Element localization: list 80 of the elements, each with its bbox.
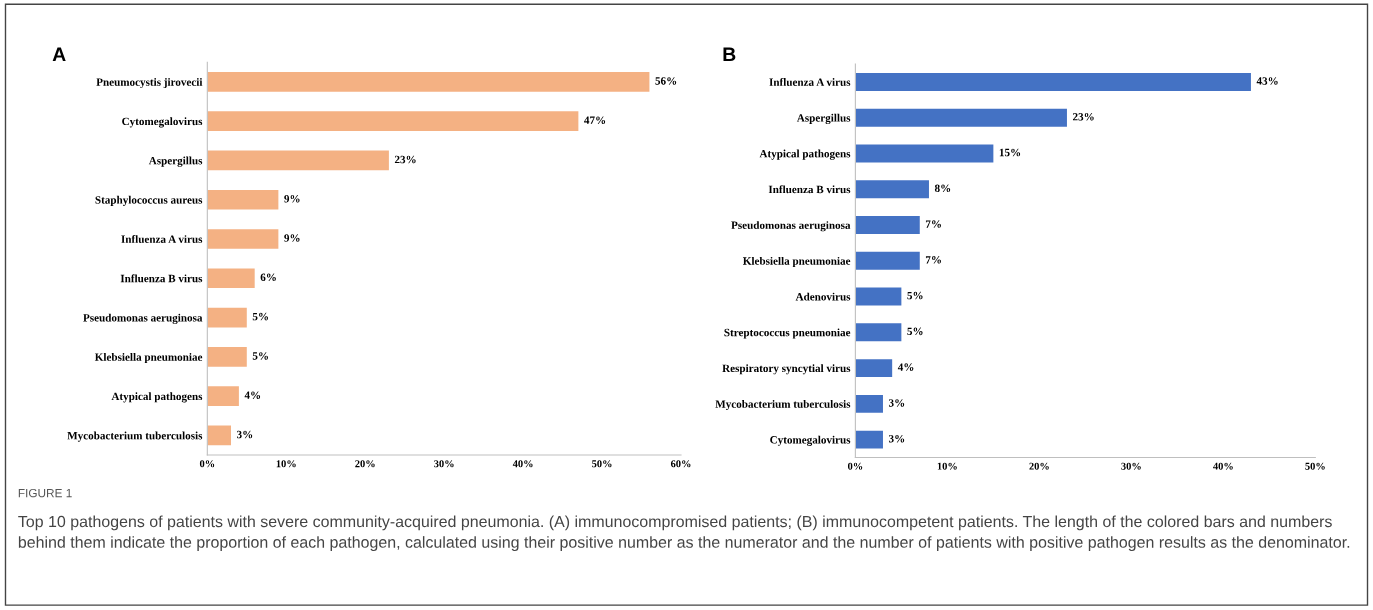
y-tick-label: Klebsiella pneumoniae <box>742 256 851 267</box>
data-label: 7% <box>925 220 941 228</box>
x-tick-label: 20% <box>1029 462 1049 470</box>
data-label: 9% <box>284 234 300 242</box>
data-label: 15% <box>999 148 1021 157</box>
bar <box>855 430 883 449</box>
y-tick-label: Mycobacterium tuberculosis <box>715 399 851 411</box>
y-tick-label: Aspergillus <box>796 113 851 125</box>
chart-title: B <box>723 47 736 61</box>
data-label: 6% <box>260 273 276 282</box>
x-tick-label: 40% <box>512 460 533 468</box>
text: Top 10 pathogens of patients with severe community-acquired pneumonia. (A) immunocompromised patients; (B) immunocompetent patients. The length of the colored bars and numbers behind them indicate the proportion of each pathogen, calculated using their positive number as the numerator and the number of patients with positive pathogen results as the denominator. <box>18 515 1350 552</box>
bar <box>207 268 255 289</box>
y-tick-label: Pseudomonas aeruginosa <box>731 221 851 232</box>
y-tick-label: Mycobacterium tuberculosis <box>67 431 203 442</box>
bar <box>207 189 279 210</box>
data-label: 5% <box>252 312 268 321</box>
bar <box>855 72 1251 91</box>
bar <box>207 111 579 131</box>
bar <box>855 251 920 270</box>
y-tick-label: Atypical pathogens <box>759 149 851 160</box>
y-tick-label: Pseudomonas aeruginosa <box>83 313 203 324</box>
y-tick-label: Influenza B virus <box>768 185 851 194</box>
data-label: 9% <box>284 195 300 203</box>
y-tick-label: Influenza A virus <box>769 77 851 86</box>
bar <box>855 323 902 342</box>
data-label: 5% <box>907 327 923 336</box>
bar <box>207 150 389 171</box>
data-label: 23% <box>1072 112 1094 121</box>
x-tick-label: 0% <box>847 462 863 470</box>
bar <box>855 180 929 199</box>
data-label: 3% <box>888 399 905 407</box>
bar <box>855 359 893 378</box>
y-tick-label: Influenza A virus <box>121 235 203 243</box>
bar <box>855 287 902 306</box>
x-tick-label: 50% <box>1305 462 1325 470</box>
chart-title: A <box>52 47 66 61</box>
y-tick-label: Influenza B virus <box>120 274 203 283</box>
caption: FIGURE 1 <box>18 488 72 498</box>
data-label: 5% <box>252 352 268 360</box>
data-label: 4% <box>244 391 261 399</box>
bar <box>207 229 279 249</box>
y-tick-label: Atypical pathogens <box>111 392 203 403</box>
y-tick-label: Cytomegalovirus <box>122 117 203 128</box>
data-label: 5% <box>907 291 923 300</box>
bar <box>855 394 883 413</box>
data-label: 8% <box>934 184 951 193</box>
y-tick-label: Streptococcus pneumoniae <box>724 328 851 339</box>
x-tick-label: 40% <box>1213 462 1233 470</box>
bar <box>855 216 920 234</box>
x-tick-label: 60% <box>670 460 691 468</box>
bar <box>855 108 1067 127</box>
data-label: 23% <box>394 155 416 164</box>
x-tick-label: 20% <box>355 460 375 468</box>
y-tick-label: Aspergillus <box>148 156 203 167</box>
y-tick-label: Staphylococcus aureus <box>95 195 203 206</box>
x-tick-label: 10% <box>276 460 296 468</box>
y-tick-label: Cytomegalovirus <box>770 435 851 446</box>
x-tick-label: 30% <box>1121 462 1141 470</box>
data-label: 4% <box>897 363 914 371</box>
x-tick-label: 30% <box>434 460 454 468</box>
bar <box>207 425 232 446</box>
data-label: 43% <box>1256 77 1278 85</box>
x-tick-label: 10% <box>937 462 957 470</box>
data-label: 47% <box>584 116 606 124</box>
x-tick-label: 0% <box>199 460 215 468</box>
bar <box>207 307 247 328</box>
bar <box>207 72 650 92</box>
data-label: 7% <box>925 256 941 264</box>
data-label: 3% <box>888 434 905 443</box>
y-tick-label: Klebsiella pneumoniae <box>94 352 203 364</box>
y-tick-label: Respiratory syncytial virus <box>722 364 851 375</box>
data-label: 56% <box>655 77 677 85</box>
bar <box>207 386 239 406</box>
y-tick-label: Adenovirus <box>795 292 851 301</box>
bar <box>207 347 247 367</box>
data-label: 3% <box>236 430 253 439</box>
bar <box>855 144 994 163</box>
x-tick-label: 50% <box>592 460 612 468</box>
y-tick-label: Pneumocystis jirovecii <box>96 78 203 89</box>
